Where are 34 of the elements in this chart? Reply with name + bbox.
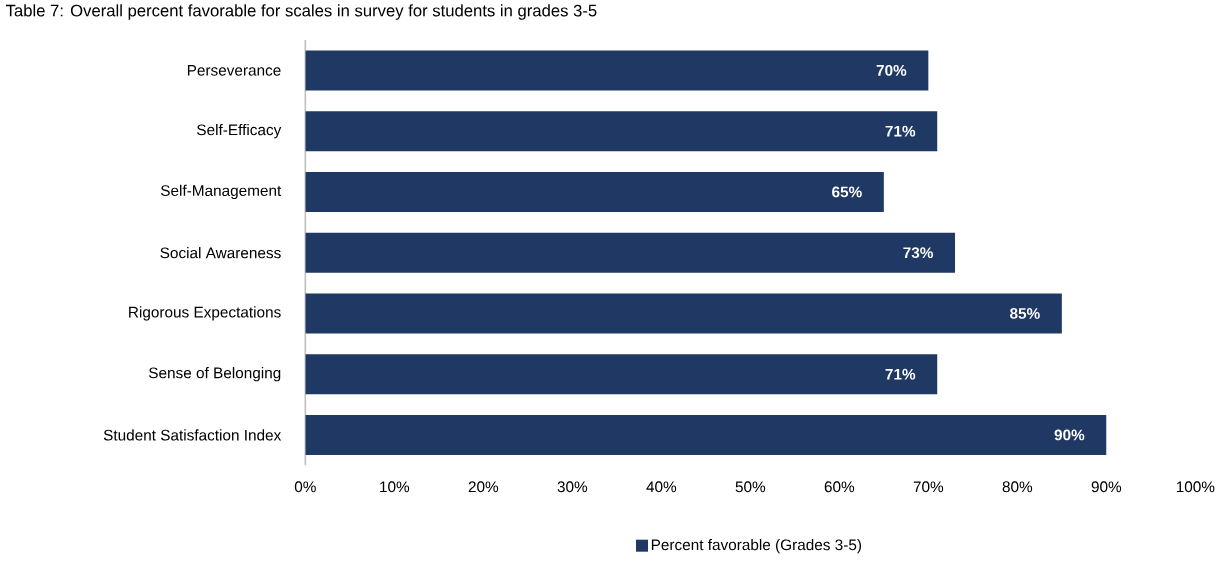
bar [305, 232, 956, 273]
data-label: 90% [1054, 429, 1085, 441]
x-tick-label: 50% [735, 481, 766, 493]
x-tick-label: 40% [646, 481, 677, 493]
bar [305, 293, 1062, 334]
data-label: 65% [832, 186, 862, 198]
x-tick-label: 90% [1091, 481, 1122, 493]
x-tick-label: 100% [1176, 481, 1215, 493]
y-tick-label: Social Awareness [160, 247, 281, 259]
bar [305, 354, 938, 395]
y-tick-label: Self-Efficacy [197, 124, 282, 139]
y-tick-label: Student Satisfaction Index [103, 429, 282, 441]
bar [305, 50, 929, 91]
bar [305, 111, 938, 152]
data-label: 85% [1010, 308, 1040, 319]
chart-title: Table 7: Overall percent favorable for scales in survey for students in grades 3-5 [5, 4, 597, 20]
y-tick-label: Sense of Belonging [148, 367, 281, 382]
x-tick-label: 0% [294, 481, 316, 493]
y-tick-label: Rigorous Expectations [129, 306, 281, 321]
data-label: 70% [876, 64, 907, 76]
data-label: 71% [885, 125, 916, 137]
bar [305, 414, 1107, 455]
x-tick-label: 20% [468, 481, 499, 493]
y-tick-label: Self-Management [160, 184, 282, 200]
x-tick-label: 30% [557, 481, 588, 493]
x-tick-label: 70% [913, 481, 944, 493]
legend-label: Percent favorable (Grades 3-5) [651, 538, 862, 554]
bar [305, 171, 884, 212]
data-label: 73% [903, 247, 934, 259]
y-tick-label: Perseverance [187, 65, 281, 76]
data-label: 71% [885, 368, 916, 380]
x-tick-label: 80% [1002, 481, 1033, 493]
x-tick-label: 10% [380, 481, 410, 493]
x-tick-label: 60% [824, 481, 855, 493]
